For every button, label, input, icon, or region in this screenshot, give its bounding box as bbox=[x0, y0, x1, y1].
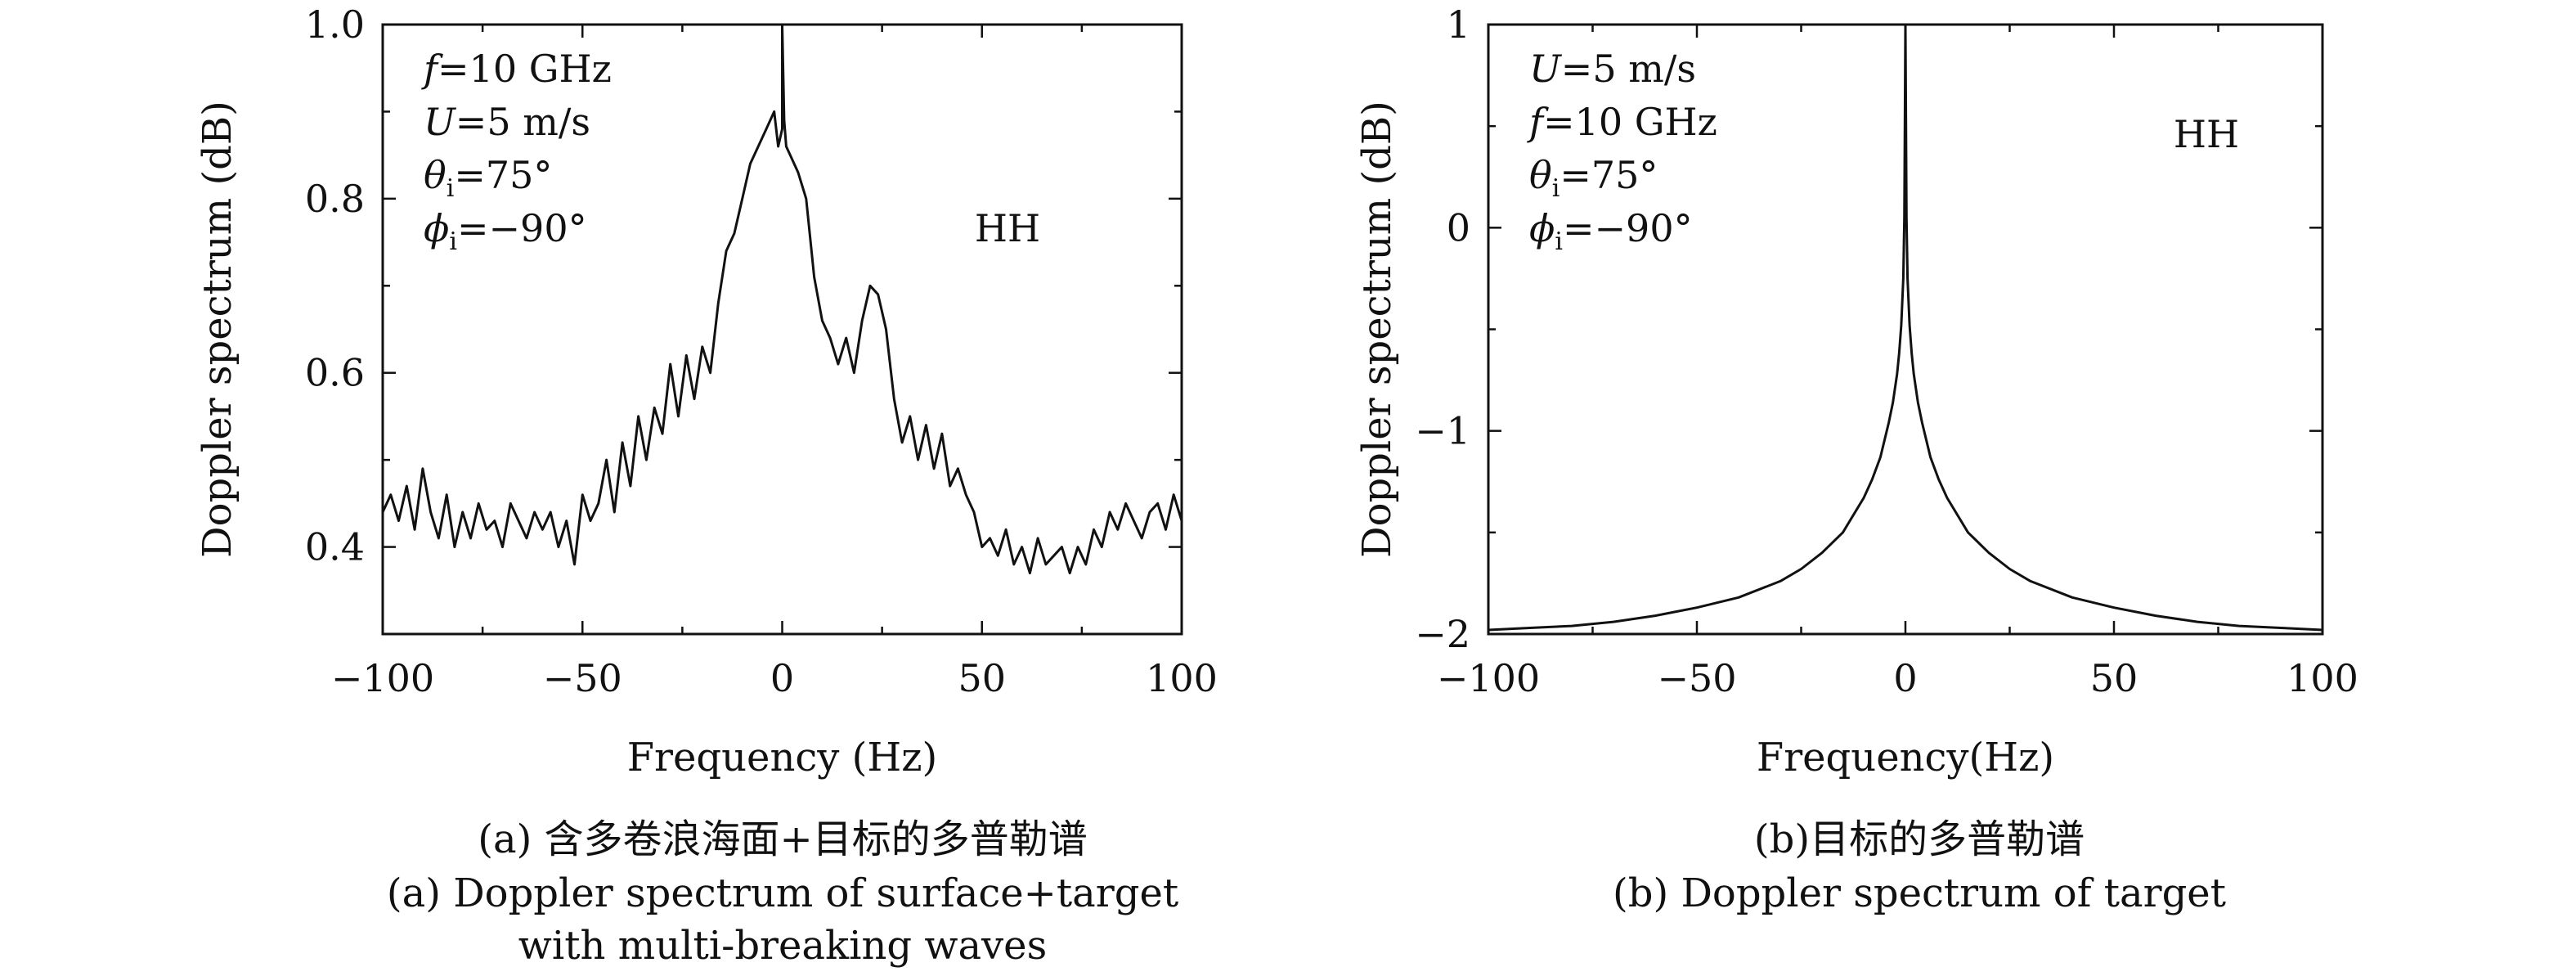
data-line bbox=[381, 23, 1183, 574]
parameter-annotation: ϕi=−90° bbox=[424, 206, 587, 256]
y-tick-label: 0.6 bbox=[305, 351, 365, 395]
chart-a: −100 −50 0 50 100 0.4 0.6 0.8 1.0 Frequency (Hz) D… bbox=[195, 2, 1218, 969]
polarization-label: HH bbox=[2174, 112, 2239, 156]
caption-english: (b) Doppler spectrum of target bbox=[1613, 870, 2226, 916]
y-tick-label: −2 bbox=[1415, 612, 1470, 656]
chart-b: −100 −50 0 50 100 −2 −1 0 1 Frequency(Hz) Doppler … bbox=[1354, 2, 2358, 916]
x-tick-label: −50 bbox=[1657, 656, 1736, 700]
caption-chinese: (b)目标的多普勒谱 bbox=[1754, 816, 2085, 862]
caption-english-line2: with multi-breaking waves bbox=[518, 923, 1047, 969]
y-tick-label: 0.4 bbox=[305, 525, 365, 569]
y-tick-label: 0.8 bbox=[305, 177, 365, 221]
y-tick-label: 1 bbox=[1447, 2, 1470, 47]
parameter-annotation: f=10 GHz bbox=[1527, 100, 1717, 144]
x-axis-label: Frequency(Hz) bbox=[1757, 735, 2054, 780]
parameter-annotation: θi=75° bbox=[424, 153, 552, 203]
parameter-annotation: f=10 GHz bbox=[421, 47, 612, 91]
x-tick-label: 50 bbox=[2090, 656, 2138, 700]
caption-english: (a) Doppler spectrum of surface+target bbox=[387, 870, 1178, 916]
y-axis-label: Doppler spectrum (dB) bbox=[195, 101, 240, 558]
parameter-annotation: U=5 m/s bbox=[1529, 47, 1696, 91]
parameter-annotation: U=5 m/s bbox=[424, 100, 590, 144]
x-tick-label: −100 bbox=[1437, 656, 1540, 700]
x-tick-label: 0 bbox=[1893, 656, 1917, 700]
data-line bbox=[1488, 23, 2323, 632]
y-axis-label: Doppler spectrum (dB) bbox=[1354, 101, 1400, 558]
x-tick-label: −50 bbox=[543, 656, 622, 700]
parameter-annotation: ϕi=−90° bbox=[1529, 206, 1693, 256]
y-tick-label: 1.0 bbox=[305, 2, 365, 47]
x-tick-label: 100 bbox=[1146, 656, 1218, 700]
x-tick-label: −100 bbox=[331, 656, 434, 700]
caption-chinese: (a) 含多卷浪海面+目标的多普勒谱 bbox=[478, 816, 1088, 862]
x-tick-label: 50 bbox=[958, 656, 1006, 700]
x-tick-label: 100 bbox=[2287, 656, 2358, 700]
parameter-annotation: θi=75° bbox=[1529, 153, 1658, 203]
polarization-label: HH bbox=[975, 206, 1040, 250]
x-tick-label: 0 bbox=[770, 656, 794, 700]
y-tick-label: 0 bbox=[1447, 205, 1470, 250]
y-tick-label: −1 bbox=[1415, 409, 1470, 453]
x-axis-label: Frequency (Hz) bbox=[627, 735, 937, 780]
